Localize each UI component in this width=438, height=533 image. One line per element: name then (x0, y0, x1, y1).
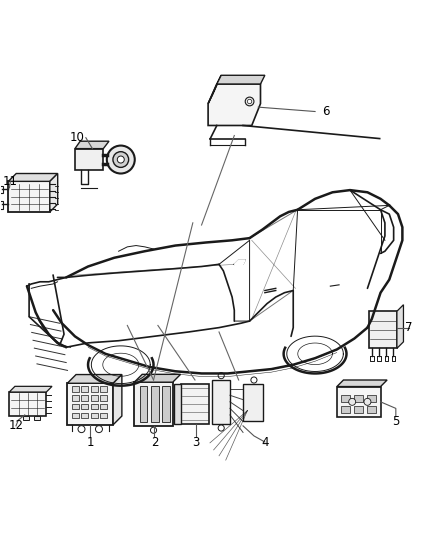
Polygon shape (208, 75, 221, 103)
Polygon shape (113, 375, 122, 425)
Polygon shape (50, 174, 58, 212)
Bar (34, 416, 39, 421)
Text: 7: 7 (405, 321, 413, 334)
Polygon shape (8, 174, 58, 181)
Bar (100, 404, 107, 409)
Bar (162, 386, 170, 422)
Polygon shape (9, 386, 52, 392)
Text: 6: 6 (322, 105, 330, 118)
Circle shape (251, 377, 257, 383)
Bar (354, 395, 363, 402)
Text: 1: 1 (86, 435, 94, 448)
Bar (100, 395, 107, 401)
Bar (367, 395, 376, 402)
Bar (341, 395, 350, 402)
Bar (72, 395, 79, 401)
Text: 3: 3 (193, 435, 200, 448)
Bar (81, 395, 88, 401)
Circle shape (78, 426, 85, 433)
Bar (72, 413, 79, 418)
Bar (9, 392, 46, 416)
Bar (100, 386, 107, 392)
Bar (91, 404, 98, 409)
Text: 12: 12 (8, 419, 24, 432)
Circle shape (349, 398, 356, 405)
Bar (134, 382, 173, 426)
Polygon shape (67, 375, 122, 383)
Polygon shape (217, 75, 265, 84)
Polygon shape (234, 260, 245, 264)
Circle shape (107, 146, 135, 174)
Text: 5: 5 (392, 415, 399, 428)
Bar (81, 413, 88, 418)
Circle shape (95, 426, 102, 433)
Bar (100, 413, 107, 418)
Circle shape (218, 425, 224, 431)
Bar (367, 406, 376, 413)
Circle shape (245, 97, 254, 106)
Bar (140, 386, 148, 422)
Polygon shape (337, 380, 387, 386)
Text: 10: 10 (70, 131, 85, 144)
Text: 11: 11 (3, 175, 18, 188)
Bar (151, 386, 159, 422)
Bar (8, 181, 50, 212)
Polygon shape (75, 149, 103, 171)
Circle shape (247, 99, 252, 103)
Bar (341, 406, 350, 413)
Polygon shape (208, 84, 261, 125)
Bar (23, 416, 28, 421)
Text: 2: 2 (151, 435, 158, 448)
Bar (72, 404, 79, 409)
Bar (181, 384, 209, 424)
Bar (0, 201, 3, 208)
Circle shape (117, 156, 124, 163)
Circle shape (364, 398, 371, 405)
Bar (243, 384, 263, 422)
Bar (91, 413, 98, 418)
Circle shape (151, 427, 157, 433)
Polygon shape (397, 305, 403, 349)
Bar (67, 383, 113, 425)
Bar (0, 185, 3, 193)
Polygon shape (134, 374, 180, 382)
Polygon shape (75, 141, 109, 149)
Polygon shape (174, 384, 181, 424)
Bar (81, 386, 88, 392)
Circle shape (218, 373, 224, 379)
Circle shape (113, 152, 129, 167)
Bar (91, 386, 98, 392)
Bar (81, 404, 88, 409)
Bar (368, 311, 397, 349)
Bar (72, 386, 79, 392)
Bar (91, 395, 98, 401)
Bar (337, 386, 381, 417)
Text: 4: 4 (261, 435, 268, 448)
Bar (354, 406, 363, 413)
Bar (212, 380, 230, 424)
